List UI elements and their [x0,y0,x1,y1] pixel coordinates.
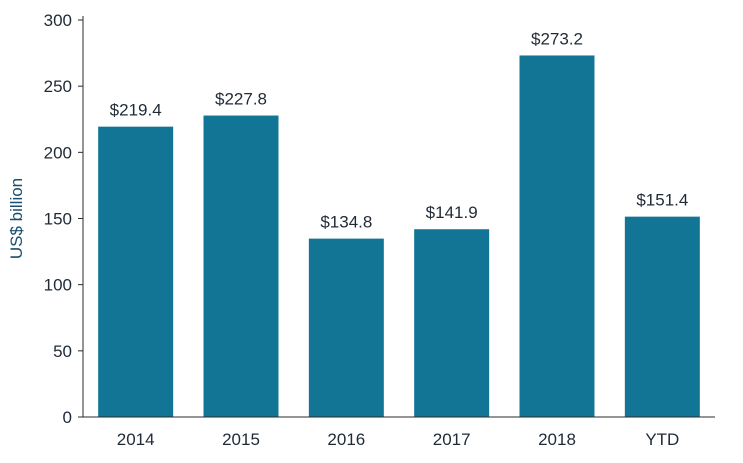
bar-2018 [519,55,595,417]
y-tick-label: 50 [53,342,72,361]
data-label-2014: $219.4 [110,101,162,120]
y-tick-label: 200 [44,143,72,162]
x-tick-label-2016: 2016 [327,430,365,449]
x-tick-label-2017: 2017 [433,430,471,449]
data-label-2016: $134.8 [320,213,372,232]
y-tick-label: 150 [44,210,72,229]
x-tick-label-2015: 2015 [222,430,260,449]
data-label-2015: $227.8 [215,90,267,109]
x-tick-label-ytd: YTD [645,430,679,449]
data-label-2017: $141.9 [426,203,478,222]
bars [98,55,700,417]
y-tick-label: 250 [44,77,72,96]
data-labels: $219.4 $227.8 $134.8 $141.9 $273.2 $151.4 [110,29,689,231]
bar-2016 [308,238,384,417]
x-tick-label-2014: 2014 [117,430,155,449]
bar-2014 [98,126,174,417]
y-axis-ticks: 0 50 100 150 200 250 300 [44,11,83,427]
y-axis-title: US$ billion [7,178,26,259]
x-tick-label-2018: 2018 [538,430,576,449]
x-axis-ticks: 2014 2015 2016 2017 2018 YTD [117,430,680,449]
data-label-ytd: $151.4 [636,191,688,210]
bar-2017 [414,229,490,417]
y-tick-label: 0 [63,408,72,427]
bar-ytd [624,216,700,417]
y-tick-label: 300 [44,11,72,30]
bar-2015 [203,115,279,417]
y-tick-label: 100 [44,276,72,295]
data-label-2018: $273.2 [531,29,583,48]
